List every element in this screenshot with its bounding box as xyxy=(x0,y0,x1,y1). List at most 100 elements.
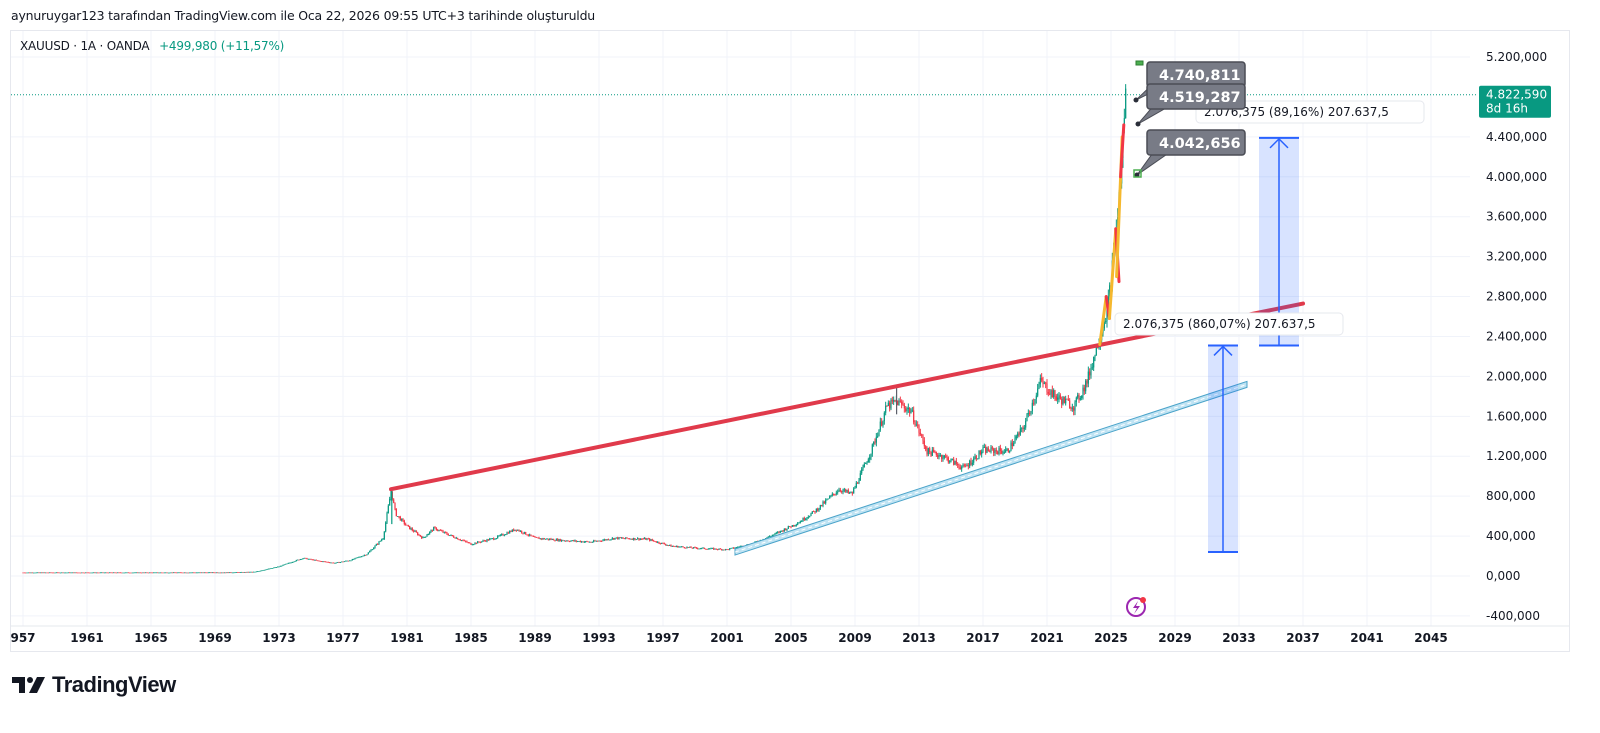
zigzag-segment[interactable] xyxy=(1107,227,1118,321)
candle-body xyxy=(266,569,268,570)
candle-body xyxy=(38,572,40,574)
candle-body xyxy=(597,540,599,542)
candle-body xyxy=(466,541,468,543)
candle-body xyxy=(258,571,260,572)
candle-body xyxy=(402,518,404,521)
candle-body xyxy=(307,558,309,560)
candle-body xyxy=(281,565,283,567)
lightning-alert-icon[interactable] xyxy=(1126,597,1146,617)
candle-body xyxy=(46,572,48,574)
symbol-legend[interactable]: XAUUSD · 1A · OANDA +499,980 (+11,57%) xyxy=(20,39,284,53)
candle-body xyxy=(663,543,665,545)
candle-body xyxy=(406,524,408,526)
candle-body xyxy=(35,572,37,574)
candle-body xyxy=(930,451,932,456)
candle-body xyxy=(417,532,419,535)
candle-body xyxy=(714,548,716,550)
candle-body xyxy=(505,534,507,536)
candle-body xyxy=(705,548,707,550)
candle-body xyxy=(625,537,627,539)
candle-body xyxy=(362,555,364,557)
candle-body xyxy=(133,572,135,574)
candle-body xyxy=(450,535,452,536)
price-callout[interactable]: 4.519,287 xyxy=(1135,83,1246,127)
candle-body xyxy=(789,526,791,528)
candle-body xyxy=(513,529,515,531)
candle-body xyxy=(421,536,423,539)
candle-body xyxy=(409,525,411,530)
price-tick-label: 2.400,000 xyxy=(1486,329,1547,343)
candle-body xyxy=(503,534,505,536)
candle-body xyxy=(387,505,389,514)
candle-body xyxy=(567,540,569,542)
candle-body xyxy=(107,572,109,574)
zigzag-segment[interactable] xyxy=(1119,123,1126,179)
candle-body xyxy=(62,572,64,574)
candle-body xyxy=(1023,427,1025,430)
candle-body xyxy=(691,547,693,549)
candle-body xyxy=(367,552,369,555)
candle-body xyxy=(898,400,900,406)
candle-body xyxy=(557,539,559,541)
candle-body xyxy=(518,529,520,532)
candle-body xyxy=(407,525,409,526)
candle-body xyxy=(475,542,477,544)
candle-body xyxy=(189,572,191,574)
candle-body xyxy=(51,572,53,574)
zigzag-segment[interactable] xyxy=(1098,295,1108,346)
candle-body xyxy=(210,572,212,574)
candle-body xyxy=(254,571,256,573)
time-tick-label: 1997 xyxy=(646,631,679,645)
candle-body xyxy=(701,547,703,549)
tradingview-logo[interactable]: TradingView xyxy=(12,672,176,698)
candle-body xyxy=(95,572,97,574)
candle-body xyxy=(981,451,983,455)
candle-body xyxy=(574,540,576,542)
candle-body xyxy=(885,405,887,413)
candle-body xyxy=(187,572,189,574)
candle-body xyxy=(1059,395,1061,399)
chart-caption: aynuruygar123 tarafından TradingView.com… xyxy=(11,8,596,23)
candle-body xyxy=(1014,438,1016,444)
candle-body xyxy=(146,572,148,574)
candle-body xyxy=(489,538,491,541)
candle-body xyxy=(998,447,1000,455)
candle-body xyxy=(278,566,280,568)
candle-body xyxy=(313,559,315,561)
time-tick-label: 1977 xyxy=(326,631,359,645)
candle-body xyxy=(881,421,883,426)
candle-body xyxy=(277,566,279,568)
candle-body xyxy=(523,531,525,534)
candle-body xyxy=(239,572,241,573)
candle-body xyxy=(490,538,492,540)
candle-body xyxy=(602,540,604,542)
candle-body xyxy=(1054,390,1056,397)
chart-frame[interactable] xyxy=(10,30,1570,652)
candle-body xyxy=(229,572,231,574)
candle-body xyxy=(467,542,469,544)
candle-body xyxy=(591,542,593,543)
candle-body xyxy=(531,535,533,537)
candle-body xyxy=(130,572,132,574)
candle-body xyxy=(135,572,137,574)
candle-body xyxy=(1125,88,1127,119)
candle-body xyxy=(57,572,59,574)
candle-body xyxy=(109,572,111,574)
candle-body xyxy=(114,572,116,574)
candle-body xyxy=(79,572,81,574)
price-callout[interactable]: 4.042,656 xyxy=(1134,129,1246,178)
callout-box xyxy=(1146,129,1246,156)
candle-body xyxy=(887,402,889,406)
candle-body xyxy=(413,530,415,532)
candle-body xyxy=(205,572,207,574)
candle-body xyxy=(149,572,151,574)
candle-body xyxy=(861,469,863,474)
candle-body xyxy=(314,559,316,561)
candle-body xyxy=(799,521,801,523)
candle-body xyxy=(379,540,381,542)
candle-body xyxy=(934,451,936,453)
candle-body xyxy=(815,508,817,513)
candle-body xyxy=(1094,355,1096,357)
symbol-name[interactable]: XAUUSD · 1A · OANDA xyxy=(20,39,150,53)
